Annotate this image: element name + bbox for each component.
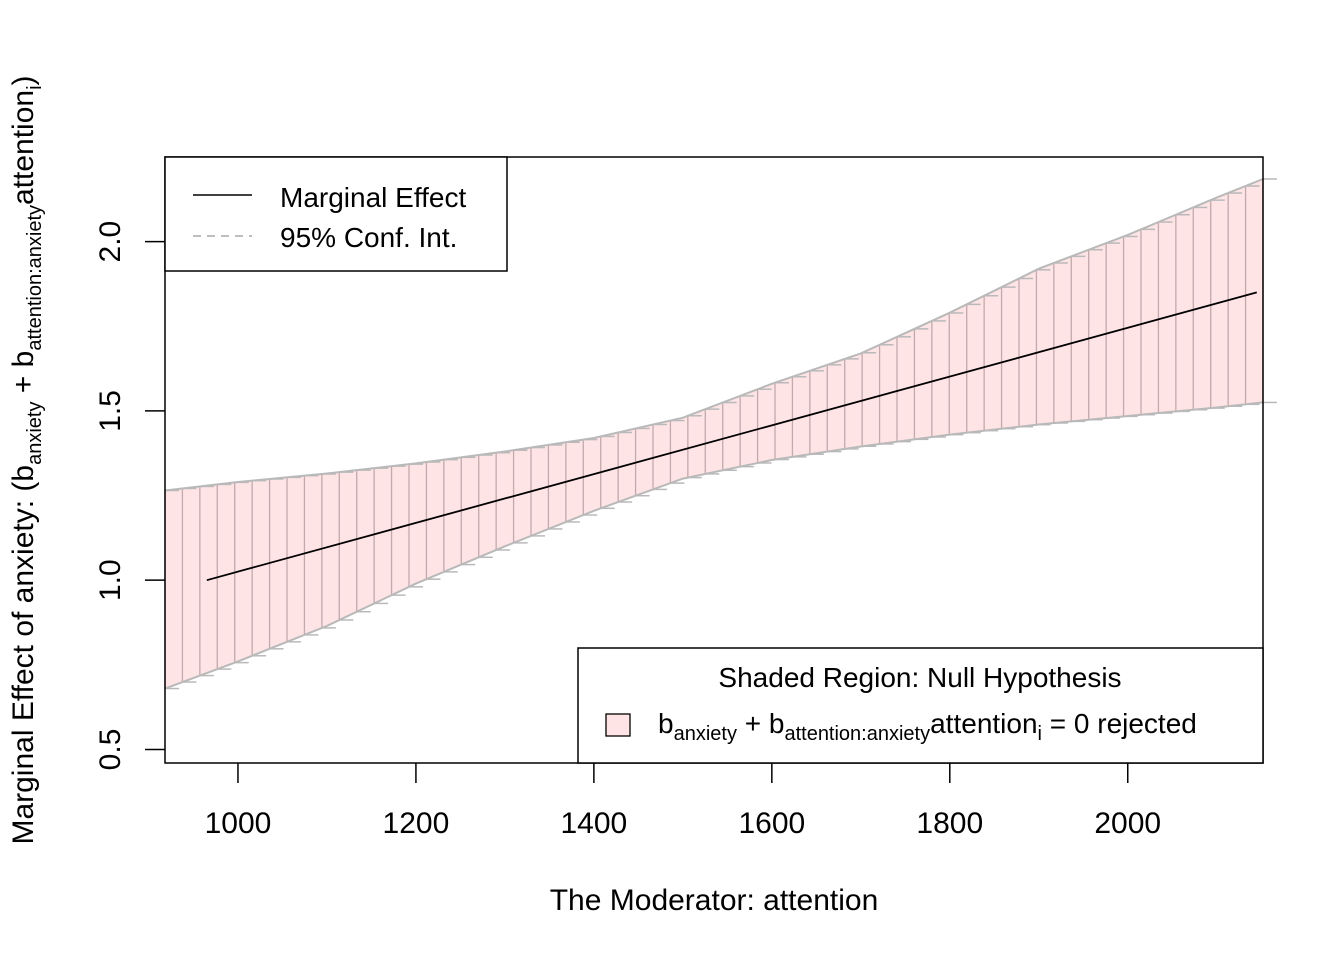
ci-lower-line: [164, 401, 1264, 690]
leg-var: attention: [930, 708, 1037, 739]
leg-sub2: attention:anxiety: [784, 723, 930, 745]
legend-top-box: [164, 156, 508, 272]
x-tick-label: 1800: [916, 807, 983, 840]
y-tick-label: 2.0: [94, 221, 127, 263]
x-axis: 1000 1200 1400 1600 1800 2000: [205, 763, 1161, 840]
x-tick-label: 2000: [1094, 807, 1161, 840]
leg-eq: = 0 rejected: [1042, 708, 1197, 739]
y-tick-label: 1.0: [94, 559, 127, 601]
legend-bottom-box: [577, 647, 1264, 764]
ci-band: [165, 179, 1263, 689]
leg-b1: b: [658, 708, 674, 739]
legend-effect-label: Marginal Effect: [280, 182, 466, 213]
x-tick-label: 1000: [205, 807, 272, 840]
marginal-effect-line: [206, 291, 1258, 582]
y-title-var: attention: [7, 90, 40, 205]
leg-sub1: anxiety: [674, 723, 737, 745]
x-tick-label: 1200: [383, 807, 450, 840]
y-tick-label: 1.5: [94, 390, 127, 432]
ci-upper-line: [164, 178, 1264, 492]
y-title-b2: b: [7, 351, 40, 368]
x-tick-label: 1400: [561, 807, 628, 840]
y-title-close: ): [7, 75, 40, 85]
plot-marks: [164, 178, 1277, 690]
y-title-sub2: attention:anxiety: [24, 205, 46, 351]
y-axis-title: Marginal Effect of anxiety: (banxiety + …: [7, 75, 46, 844]
legend-bottom-title: Shaded Region: Null Hypothesis: [718, 662, 1121, 693]
y-axis: 0.5 1.0 1.5 2.0: [94, 221, 165, 771]
leg-plus: +: [737, 708, 769, 739]
y-title-subi: i: [24, 85, 46, 89]
x-axis-title: The Moderator: attention: [550, 884, 879, 917]
legend-rejected-swatch: [605, 713, 631, 737]
leg-b2: b: [769, 708, 785, 739]
y-title-prefix: Marginal Effect of anxiety: (: [7, 482, 40, 845]
legend-ci-label: 95% Conf. Int.: [280, 222, 457, 253]
legend-bottom: Shaded Region: Null Hypothesis banxiety …: [577, 647, 1264, 764]
leg-subi: i: [1038, 723, 1042, 745]
legend-rejected-label: banxiety + battention:anxietyattentioni …: [658, 708, 1197, 745]
y-tick-label: 0.5: [94, 729, 127, 771]
x-tick-label: 1600: [738, 807, 805, 840]
y-title-plus: +: [7, 367, 40, 401]
legend-top: Marginal Effect 95% Conf. Int.: [164, 156, 508, 272]
y-title-sub1: anxiety: [24, 402, 46, 465]
y-title-b1: b: [7, 465, 40, 482]
